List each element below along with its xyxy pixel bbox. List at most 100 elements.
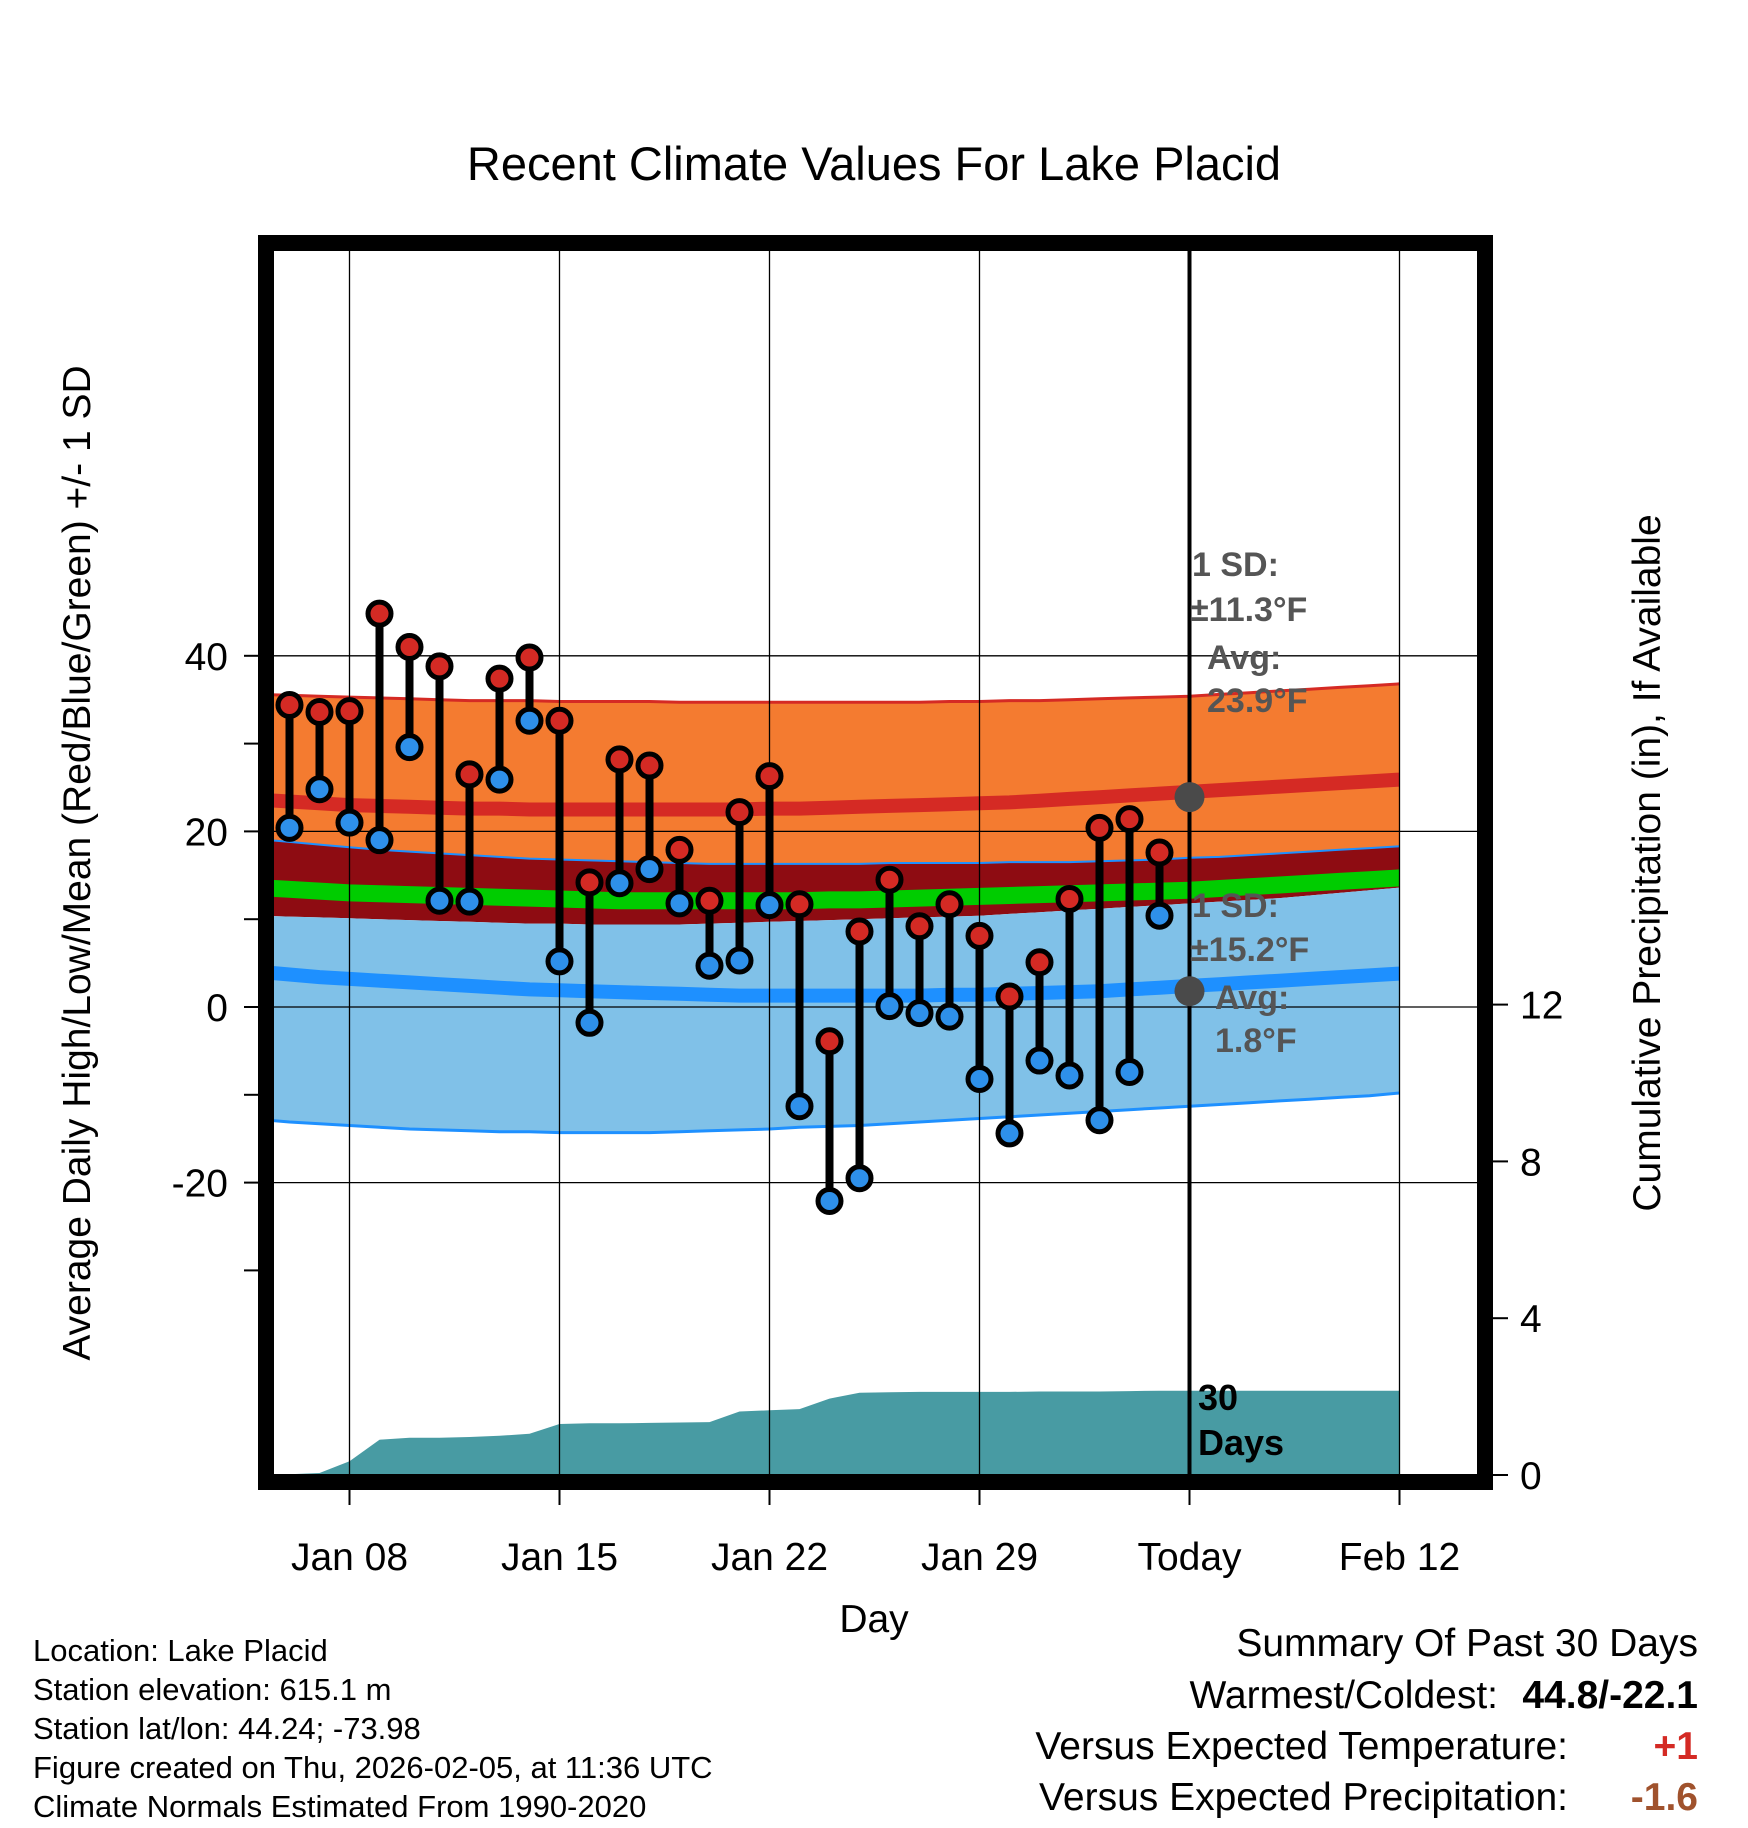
- x-tick-label: Feb 12: [1339, 1536, 1460, 1579]
- plot-area: 1 SD: ±11.3°F Avg: 23.9°F 1 SD: ±15.2°F Avg: 1.…: [172, 235, 1563, 1579]
- summary-heading: Summary Of Past 30 Days: [1236, 1622, 1698, 1665]
- x-tick-label: Jan 22: [711, 1536, 828, 1579]
- summary-temp-value: +1: [1653, 1725, 1698, 1768]
- daily-high-point: [725, 798, 754, 827]
- high-sd-value: ±11.3°F: [1190, 591, 1307, 629]
- daily-low-point: [545, 947, 574, 976]
- daily-high-point: [485, 664, 514, 693]
- daily-high-point: [1145, 838, 1174, 867]
- daily-high-point: [695, 886, 724, 915]
- low-avg-value: 1.8°F: [1215, 1022, 1297, 1060]
- daily-high-point: [665, 835, 694, 864]
- daily-low-point: [605, 869, 634, 898]
- data-layer: [266, 243, 1485, 1482]
- daily-high-point: [1025, 948, 1054, 977]
- daily-low-point: [725, 946, 754, 975]
- daily-low-point: [1085, 1106, 1114, 1135]
- x-tick-label: Today: [1137, 1536, 1242, 1579]
- daily-high-point: [905, 912, 934, 941]
- daily-low-point: [965, 1064, 994, 1093]
- daily-low-point: [575, 1008, 604, 1037]
- daily-low-point: [755, 891, 784, 920]
- y-tick-label: 20: [185, 811, 228, 854]
- y2-tick-label: 0: [1520, 1455, 1542, 1498]
- daily-low-point: [995, 1119, 1024, 1148]
- daily-high-point: [755, 762, 784, 791]
- daily-high-point: [1115, 805, 1144, 834]
- summary-precip-label: Versus Expected Precipitation:: [1039, 1776, 1568, 1819]
- daily-high-point: [605, 745, 634, 774]
- y-tick-label: -20: [172, 1163, 228, 1206]
- chart-title: Recent Climate Values For Lake Placid: [467, 137, 1281, 190]
- low-avg-dot: [1174, 976, 1205, 1007]
- cumulative-precip-area: [266, 1390, 1400, 1475]
- daily-high-point: [1085, 813, 1114, 842]
- daily-low-point: [875, 992, 904, 1021]
- daily-low-point: [905, 999, 934, 1028]
- high-avg-value: 23.9°F: [1207, 682, 1308, 720]
- high-avg-label: Avg:: [1207, 639, 1281, 677]
- daily-low-point: [395, 733, 424, 762]
- y2-tick-label: 8: [1520, 1141, 1542, 1184]
- footer-latlon: Station lat/lon: 44.24; -73.98: [33, 1711, 421, 1746]
- low-band-lower-edge: [266, 1091, 1400, 1135]
- x-axis-label: Day: [839, 1598, 909, 1641]
- footer-elevation: Station elevation: 615.1 m: [33, 1672, 392, 1707]
- x-tick-label: Jan 08: [291, 1536, 408, 1579]
- period-label-number: 30: [1198, 1377, 1238, 1418]
- daily-low-point: [815, 1187, 844, 1216]
- footer-location: Location: Lake Placid: [33, 1633, 328, 1668]
- daily-high-point: [635, 751, 664, 780]
- daily-low-point: [305, 775, 334, 804]
- daily-low-point: [1145, 901, 1174, 930]
- summary-precip-value: -1.6: [1630, 1776, 1698, 1819]
- x-tick-label: Jan 29: [921, 1536, 1038, 1579]
- low-sd-label: 1 SD:: [1192, 887, 1279, 925]
- daily-high-point: [335, 697, 364, 726]
- y-axis-label: Average Daily High/Low/Mean (Red/Blue/Gr…: [56, 365, 99, 1360]
- daily-low-point: [785, 1092, 814, 1121]
- daily-high-point: [935, 890, 964, 919]
- daily-low-point: [365, 826, 394, 855]
- daily-high-point: [425, 652, 454, 681]
- daily-low-point: [635, 855, 664, 884]
- daily-low-point: [1025, 1046, 1054, 1075]
- daily-low-point: [1115, 1057, 1144, 1086]
- daily-low-point: [425, 886, 454, 915]
- daily-high-point: [1055, 885, 1084, 914]
- daily-high-point: [455, 760, 484, 789]
- low-sd-value: ±15.2°F: [1190, 931, 1309, 969]
- daily-low-point: [485, 765, 514, 794]
- daily-high-point: [515, 643, 544, 672]
- high-band-lower-edge: [266, 838, 1400, 865]
- x-tick-label: Jan 15: [501, 1536, 618, 1579]
- y2-tick-label: 12: [1520, 985, 1563, 1028]
- summary-warmest-coldest-label: Warmest/Coldest:: [1189, 1674, 1498, 1717]
- plot-frame: [258, 235, 1493, 1490]
- daily-high-point: [305, 697, 334, 726]
- daily-high-point: [395, 633, 424, 662]
- summary-warmest-coldest-value: 44.8/-22.1: [1522, 1674, 1698, 1717]
- daily-high-point: [845, 917, 874, 946]
- daily-high-point: [875, 865, 904, 894]
- daily-high-point: [995, 982, 1024, 1011]
- y-tick-label: 40: [185, 636, 228, 679]
- y-tick-label: 0: [206, 987, 228, 1030]
- daily-low-point: [275, 813, 304, 842]
- daily-high-point: [785, 890, 814, 919]
- period-label-days: Days: [1198, 1422, 1284, 1463]
- summary-temp-label: Versus Expected Temperature:: [1035, 1725, 1568, 1768]
- low-avg-label: Avg:: [1215, 979, 1289, 1017]
- daily-high-point: [545, 706, 574, 735]
- daily-high-point: [275, 690, 304, 719]
- daily-low-point: [665, 889, 694, 918]
- y2-axis-label: Cumulative Precipitation (in), If Availa…: [1626, 514, 1669, 1211]
- daily-low-point: [845, 1164, 874, 1193]
- daily-low-point: [455, 887, 484, 916]
- footer-created: Figure created on Thu, 2026-02-05, at 11…: [33, 1750, 713, 1785]
- daily-low-point: [335, 808, 364, 837]
- daily-low-point: [1055, 1061, 1084, 1090]
- footer-normals: Climate Normals Estimated From 1990-2020: [33, 1789, 647, 1824]
- daily-high-point: [575, 868, 604, 897]
